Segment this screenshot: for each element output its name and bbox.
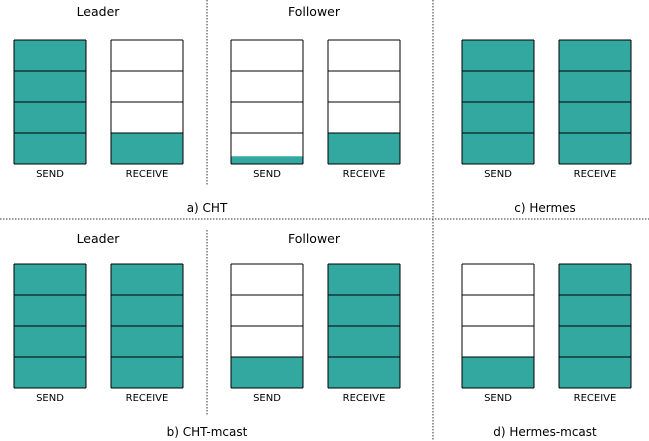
caption-b-cht-mcast: b) CHT-mcast [167, 425, 248, 439]
buffer-send-p1-b0: SEND [461, 39, 535, 180]
buffer-receive-p3-b1: RECEIVE [558, 263, 632, 404]
buffer-label-receive: RECEIVE [126, 393, 169, 404]
buffer-fill [231, 156, 303, 164]
buffer-send-p3-b0: SEND [461, 263, 535, 404]
buffer-fill [328, 133, 400, 164]
buffer-label-send: SEND [484, 393, 512, 404]
header-leader-top: Leader [77, 4, 121, 19]
buffer-fill [111, 133, 183, 164]
buffer-receive-p0-b1: RECEIVE [110, 39, 184, 180]
buffer-send-p2-b2: SEND [230, 263, 304, 404]
buffer-fill [231, 357, 303, 388]
buffer-label-send: SEND [253, 169, 281, 180]
caption-a-cht: a) CHT [187, 201, 228, 215]
buffer-send-p0-b2: SEND [230, 39, 304, 180]
caption-d-hermes-mcast: d) Hermes-mcast [493, 425, 597, 439]
buffer-fill [462, 357, 534, 388]
buffer-label-send: SEND [484, 169, 512, 180]
buffer-receive-p2-b1: RECEIVE [110, 263, 184, 404]
header-leader-bottom: Leader [77, 231, 121, 246]
buffer-label-receive: RECEIVE [574, 393, 617, 404]
buffer-groups: SEND RECEIVE SEND RECEIVE SEND RECEIVE SEND REC… [13, 39, 632, 404]
buffer-receive-p2-b3: RECEIVE [327, 263, 401, 404]
buffer-label-send: SEND [36, 169, 64, 180]
header-follower-top: Follower [288, 4, 341, 19]
buffer-receive-p1-b1: RECEIVE [558, 39, 632, 180]
buffer-label-send: SEND [253, 393, 281, 404]
caption-c-hermes: c) Hermes [514, 201, 576, 215]
header-follower-bottom: Follower [288, 231, 341, 246]
buffer-label-receive: RECEIVE [574, 169, 617, 180]
buffer-label-send: SEND [36, 393, 64, 404]
buffer-receive-p0-b3: RECEIVE [327, 39, 401, 180]
buffer-label-receive: RECEIVE [126, 169, 169, 180]
buffer-send-p2-b0: SEND [13, 263, 87, 404]
buffer-send-p0-b0: SEND [13, 39, 87, 180]
buffer-label-receive: RECEIVE [343, 393, 386, 404]
buffer-label-receive: RECEIVE [343, 169, 386, 180]
